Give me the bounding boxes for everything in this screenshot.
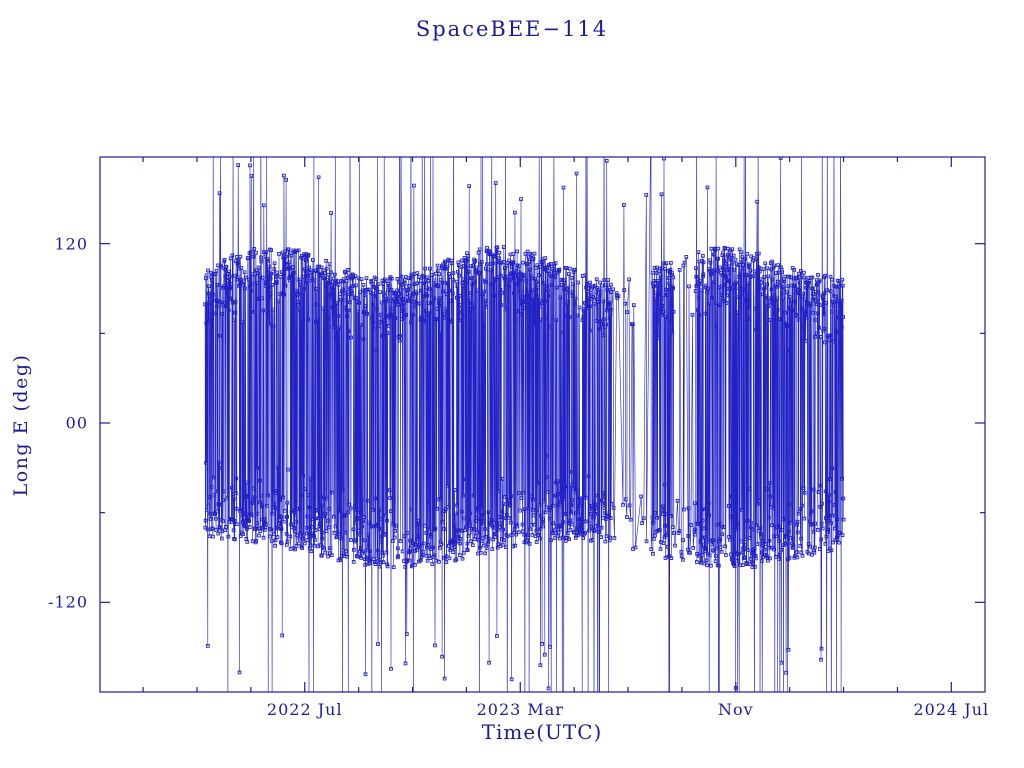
data-markers (203, 157, 846, 691)
axis-ticks (100, 157, 985, 692)
x-tick-label: 2024 Jul (913, 700, 990, 719)
x-axis-label: Time(UTC) (481, 720, 603, 744)
x-tick-label: Nov (717, 700, 754, 719)
data-line (204, 157, 844, 692)
data-series (203, 157, 846, 692)
x-tick-label: 2022 Jul (266, 700, 343, 719)
y-tick-label: -120 (48, 592, 88, 612)
y-tick-label: 00 (65, 413, 88, 433)
x-tick-label: 2023 Mar (476, 700, 564, 719)
chart-title: SpaceBEE−114 (415, 17, 609, 41)
plot-frame (99, 156, 986, 693)
y-tick-label: 120 (54, 234, 88, 254)
